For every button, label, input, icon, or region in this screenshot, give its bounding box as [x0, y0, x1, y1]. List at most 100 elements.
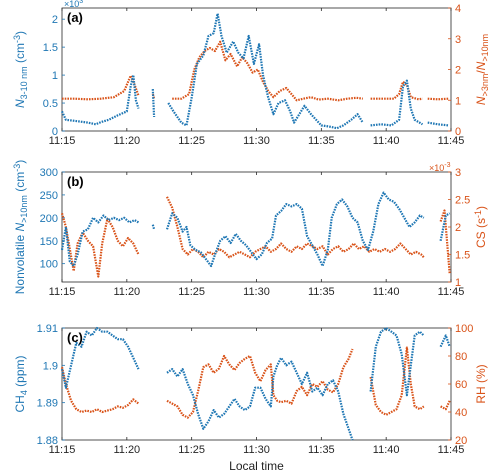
right-tick-label: 2.5 — [455, 195, 470, 207]
left-tick-label: 1.91 — [37, 323, 58, 335]
panel-tag: (c) — [67, 330, 83, 345]
label-part: CS (s — [474, 218, 488, 248]
plot-frame — [61, 327, 452, 441]
label-subscript: >3nm — [480, 74, 490, 97]
label-superscript: -3 — [12, 164, 22, 172]
left-tick-label: 1.88 — [37, 435, 58, 447]
label-part: / — [474, 70, 488, 74]
x-tick-label: 11:35 — [308, 286, 335, 298]
label-superscript: -1 — [473, 210, 483, 218]
right-tick-label: 20 — [455, 435, 467, 447]
right-tick-label: 3 — [455, 34, 461, 46]
series-right — [60, 346, 451, 419]
x-tick-label: 11:15 — [49, 135, 76, 147]
label-part: (cm — [13, 172, 27, 195]
multiplier-base: ×10 — [429, 163, 444, 173]
label-part: RH (%) — [474, 364, 488, 403]
left-tick-label: 150 — [40, 236, 58, 248]
label-part: N — [13, 223, 27, 232]
label-part: CH — [13, 395, 27, 412]
left-tick-label: 2 — [52, 14, 58, 26]
label-part: ) — [13, 31, 27, 35]
multiplier-exp: 3 — [79, 0, 83, 5]
x-tick-label: 11:45 — [438, 286, 465, 298]
x-tick-label: 11:40 — [373, 444, 400, 456]
label-subscript: 4 — [19, 390, 29, 395]
panel-2: 11:15 11:20 11:25 11:30 11:35 11:40 11:45 1.88 1… — [13, 323, 488, 456]
series-left — [60, 191, 451, 268]
left-axis-label: N3-10 nm (cm-3) — [12, 31, 29, 108]
label-part: Nonvolatile — [13, 232, 27, 295]
multiplier-base: ×10 — [64, 0, 79, 9]
left-tick-label: 0 — [52, 126, 58, 138]
label-subscript: >10nm — [480, 34, 490, 62]
right-tick-label: 1.5 — [455, 250, 470, 262]
label-part: N — [474, 96, 488, 105]
x-tick-label: 11:45 — [438, 444, 465, 456]
left-tick-label: 100 — [40, 259, 58, 271]
left-tick-label: 1.9 — [43, 360, 58, 372]
label-part: ) — [13, 160, 27, 164]
x-tick-label: 11:20 — [113, 286, 140, 298]
series-right — [60, 196, 451, 278]
left-tick-label: 1 — [52, 70, 58, 82]
right-multiplier: ×10-3 — [429, 162, 451, 173]
label-part: N — [13, 99, 27, 108]
left-multiplier: ×103 — [64, 0, 83, 9]
label-subscript: >10nm — [19, 195, 29, 223]
right-tick-label: 1 — [455, 95, 461, 107]
right-tick-label: 3 — [455, 167, 461, 179]
x-axis-label: Local time — [229, 459, 284, 473]
label-part: N — [474, 61, 488, 70]
label-part: (ppm) — [13, 355, 27, 390]
x-tick-label: 11:30 — [243, 135, 270, 147]
x-tick-label: 11:25 — [178, 444, 205, 456]
label-subscript: 3-10 nm — [19, 66, 29, 99]
right-axis-label: CS (s-1) — [473, 206, 488, 248]
right-tick-label: 1 — [455, 277, 461, 289]
x-tick-label: 11:35 — [308, 444, 335, 456]
right-tick-label: 4 — [455, 3, 461, 15]
panel-tag: (a) — [67, 10, 83, 25]
label-part: ) — [474, 206, 488, 210]
right-axis-label: N>3nm/N>10nm — [474, 34, 490, 105]
panel-0: 11:15 11:20 11:25 11:30 11:35 11:40 11:4500.51… — [12, 0, 490, 147]
x-tick-label: 11:20 — [113, 444, 140, 456]
x-tick-label: 11:15 — [49, 444, 76, 456]
left-tick-label: 200 — [40, 213, 58, 225]
x-tick-label: 11:25 — [178, 135, 205, 147]
panel-tag: (b) — [67, 174, 84, 189]
left-axis-label: CH4 (ppm) — [13, 355, 29, 412]
label-part: (cm — [13, 43, 27, 66]
left-tick-label: 300 — [40, 167, 58, 179]
left-tick-label: 250 — [40, 190, 58, 202]
right-tick-label: 40 — [455, 407, 467, 419]
x-tick-label: 11:25 — [178, 286, 205, 298]
x-tick-label: 11:45 — [438, 135, 465, 147]
left-tick-label: 0.5 — [43, 98, 58, 110]
right-tick-label: 2 — [455, 222, 461, 234]
right-tick-label: 0 — [455, 126, 461, 138]
x-tick-label: 11:15 — [49, 286, 76, 298]
label-superscript: -3 — [12, 35, 22, 43]
right-tick-label: 2 — [455, 65, 461, 77]
series-right — [62, 40, 449, 102]
left-axis-label: Nonvolatile N>10nm (cm-3) — [12, 160, 29, 295]
series-left — [61, 12, 449, 130]
series-left — [60, 326, 451, 441]
x-tick-label: 11:40 — [373, 286, 400, 298]
right-tick-label: 60 — [455, 379, 467, 391]
x-tick-label: 11:35 — [308, 135, 335, 147]
right-tick-label: 100 — [455, 323, 473, 335]
left-tick-label: 1.89 — [37, 398, 58, 410]
plot-frame — [61, 171, 452, 283]
x-tick-label: 11:20 — [113, 135, 140, 147]
x-tick-label: 11:40 — [373, 135, 400, 147]
left-tick-label: 1.5 — [43, 42, 58, 54]
x-tick-label: 11:30 — [243, 286, 270, 298]
x-tick-label: 11:30 — [243, 444, 270, 456]
right-axis-label: RH (%) — [474, 364, 488, 403]
multiplier-exp: -3 — [444, 162, 450, 169]
right-tick-label: 80 — [455, 351, 467, 363]
